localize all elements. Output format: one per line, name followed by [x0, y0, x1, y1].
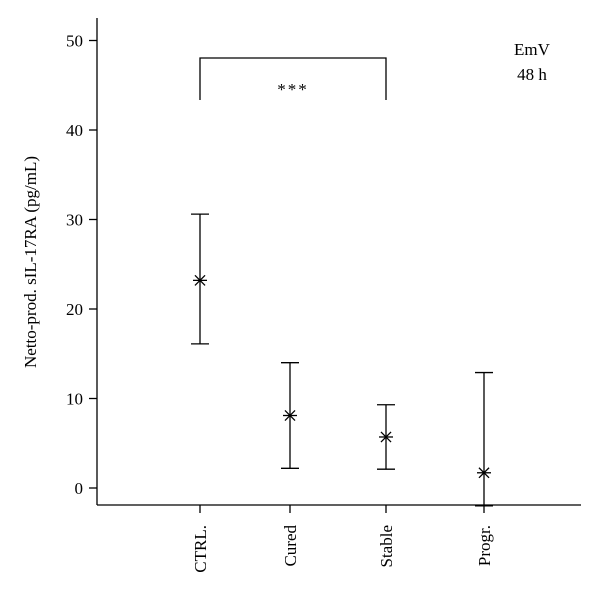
significance-label: ***	[277, 80, 309, 99]
y-tick-label: 50	[66, 32, 83, 51]
data-point-marker	[379, 431, 393, 443]
y-tick-label: 30	[66, 211, 83, 230]
error-bar-stable	[377, 404, 395, 470]
x-tick-label: CTRL.	[191, 525, 210, 573]
x-tick-label: Cured	[281, 525, 300, 567]
y-axis-label: Netto-prod. sIL-17RA (pg/mL)	[21, 156, 40, 368]
x-axis-ticks: CTRL. Cured Stable Progr.	[191, 505, 494, 573]
x-tick-label: Stable	[377, 525, 396, 568]
y-tick-label: 20	[66, 300, 83, 319]
significance-bracket: ***	[199, 57, 387, 100]
annotation-line-2: 48 h	[517, 65, 547, 84]
axes	[96, 18, 581, 506]
significance-bracket-line	[199, 57, 387, 100]
error-bar-ctrl	[191, 213, 209, 345]
y-tick-label: 0	[75, 479, 84, 498]
y-axis-ticks: 0 10 20 30 40 50	[66, 32, 97, 498]
data-marks	[191, 213, 493, 507]
y-tick-label: 10	[66, 390, 83, 409]
error-bar-cured	[281, 362, 299, 469]
data-point-marker	[283, 410, 297, 422]
data-point-marker	[477, 467, 491, 479]
error-bar-progr	[475, 371, 493, 507]
annotation-line-1: EmV	[514, 40, 551, 59]
y-tick-label: 40	[66, 121, 83, 140]
data-point-marker	[193, 274, 207, 286]
x-tick-label: Progr.	[475, 525, 494, 566]
